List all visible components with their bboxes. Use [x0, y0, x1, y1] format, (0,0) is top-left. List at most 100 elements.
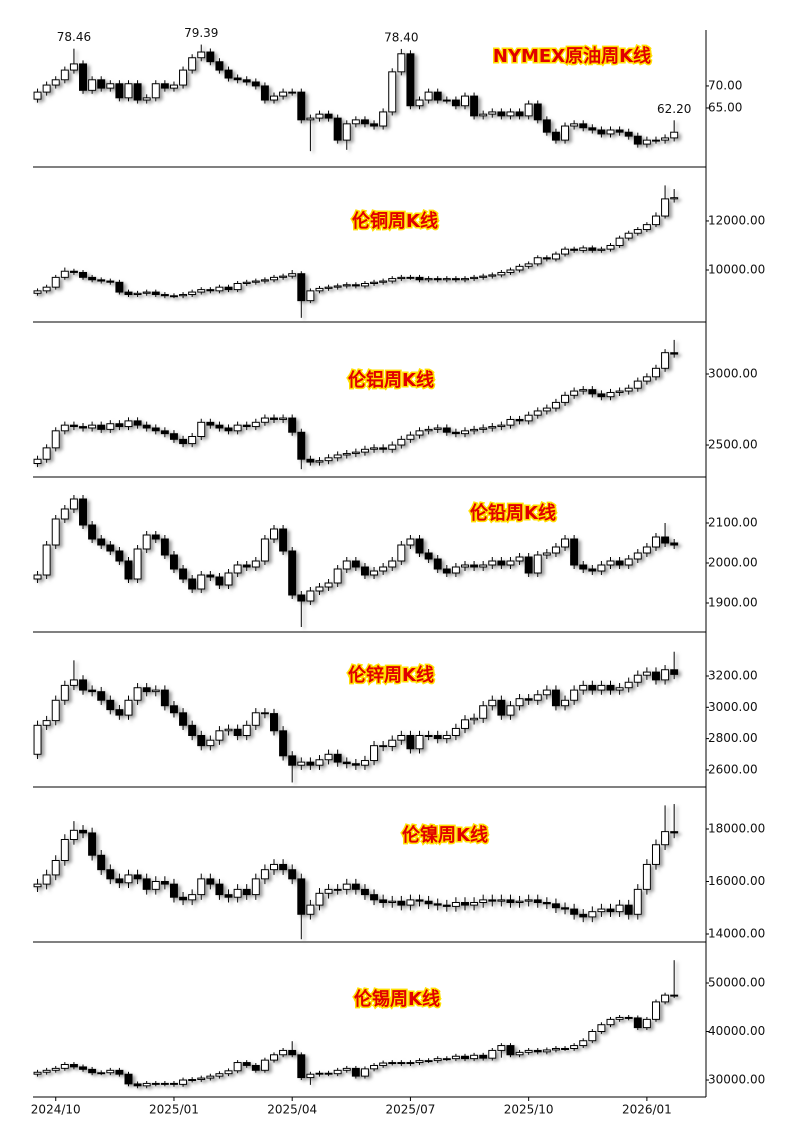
candle-body [470, 428, 479, 432]
candle-body [342, 883, 351, 890]
candle-body [570, 248, 579, 251]
candle-body [179, 438, 188, 445]
candle-body [151, 880, 160, 890]
candle-body [397, 734, 406, 741]
candle-body [597, 248, 606, 251]
candle-body [151, 291, 160, 296]
candle-body [515, 418, 524, 422]
candle-body [215, 730, 224, 741]
candle-body [60, 838, 69, 861]
candle-body [288, 273, 297, 277]
candle-body [297, 1054, 306, 1079]
candle-body [460, 1055, 469, 1060]
candle-body [88, 524, 97, 540]
candle-body [51, 1067, 60, 1071]
candle-body [160, 83, 169, 89]
candle-body [60, 270, 69, 278]
candle-body [479, 1054, 488, 1059]
y-tick-label: 2000.00 [708, 556, 758, 570]
candle-body [470, 901, 479, 906]
candle-body [288, 550, 297, 596]
candle-body [260, 279, 269, 282]
candle-body [115, 550, 124, 562]
candle-body [379, 447, 388, 450]
candle-body [597, 129, 606, 135]
candle-body [342, 284, 351, 287]
candle-body [551, 401, 560, 409]
candle-body [106, 280, 115, 283]
candle-body [661, 352, 670, 369]
candle-body [633, 380, 642, 389]
x-tick-label: 2025/01 [149, 1103, 199, 1117]
candle-body [506, 560, 515, 566]
candle-body [360, 1068, 369, 1077]
candle-body [270, 276, 279, 281]
candle-body [597, 393, 606, 398]
candle-body [197, 289, 206, 293]
candle-body [260, 85, 269, 101]
candle-body [570, 689, 579, 701]
candle-body [406, 538, 415, 546]
candle-body [315, 113, 324, 119]
candle-body [624, 232, 633, 239]
candle-body [515, 556, 524, 562]
candle-body [497, 560, 506, 566]
candle-body [315, 287, 324, 292]
candle-body [579, 564, 588, 570]
candle-body [315, 892, 324, 906]
candle-body [551, 1047, 560, 1051]
candle-body [97, 691, 106, 701]
candle-body [379, 280, 388, 283]
candle-body [424, 91, 433, 101]
candle-body [142, 1082, 151, 1087]
candle-body [233, 888, 242, 898]
candle-body [233, 77, 242, 81]
candle-body [188, 1079, 197, 1082]
candles [33, 44, 679, 152]
candle-body [42, 286, 51, 292]
candle-body [106, 423, 115, 430]
candle-body [561, 699, 570, 707]
candle-body [151, 1082, 160, 1085]
candle-body [179, 712, 188, 726]
candle-body [169, 295, 178, 298]
candle-body [588, 389, 597, 395]
candle-body [342, 453, 351, 456]
high-label: 78.40 [384, 30, 418, 44]
candle-body [470, 95, 479, 117]
candle-body [524, 698, 533, 701]
candle-body [342, 761, 351, 765]
candle-body [460, 901, 469, 906]
candle-body [651, 367, 660, 378]
candle-body [415, 899, 424, 902]
candle-body [179, 896, 188, 901]
candle-body [579, 247, 588, 251]
candle-body [324, 888, 333, 894]
panel-title: 伦铝周K线 [348, 369, 434, 391]
candle-body [188, 436, 197, 445]
candle-body [33, 458, 42, 465]
candle-body [424, 900, 433, 905]
candle-body [615, 560, 624, 566]
candle-body [542, 901, 551, 905]
candle-body [533, 694, 542, 701]
candle-body [661, 137, 670, 141]
candle-body [142, 291, 151, 294]
candle-body [60, 424, 69, 432]
candle-body [324, 113, 333, 119]
candle-body [524, 263, 533, 267]
x-tick-label: 2025/07 [385, 1103, 435, 1117]
candle-body [69, 270, 78, 273]
candle-body [115, 423, 124, 428]
candle-body [151, 427, 160, 432]
candle-body [306, 1073, 315, 1079]
candle-body [33, 1071, 42, 1075]
candle-body [224, 728, 233, 732]
panel-title: 伦铜周K线 [352, 210, 438, 232]
candle-body [306, 761, 315, 766]
candle-body [651, 215, 660, 226]
candle-body [188, 894, 197, 901]
candle-body [524, 1049, 533, 1053]
candles [33, 960, 679, 1089]
candle-body [115, 709, 124, 716]
